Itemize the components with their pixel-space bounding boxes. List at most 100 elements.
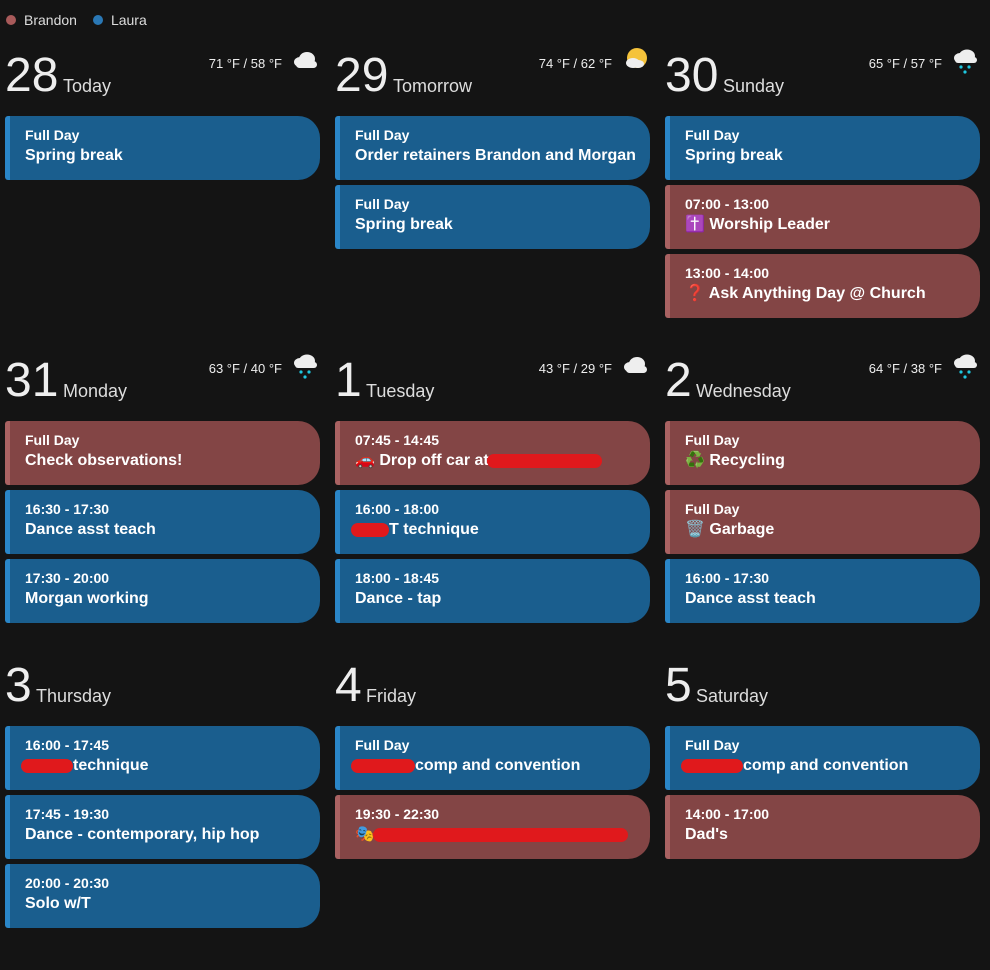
redaction-mark bbox=[21, 758, 73, 773]
event-title: ✝️ Worship Leader bbox=[685, 216, 830, 233]
temperature: 63 °F / 40 °F bbox=[208, 361, 282, 376]
event-title-row: Dance asst teach bbox=[25, 518, 320, 542]
event-laura[interactable]: Full Day Spring break bbox=[5, 116, 320, 180]
event-laura[interactable]: Full Day Spring break bbox=[665, 116, 980, 180]
event-title-row: Dad's bbox=[685, 823, 980, 847]
event-title: Order retainers Brandon and Morgan bbox=[355, 147, 636, 164]
temperature: 64 °F / 38 °F bbox=[868, 361, 942, 376]
event-laura[interactable]: 16:00 - 18:00 T technique bbox=[335, 490, 650, 554]
event-title-row: Check observations! bbox=[25, 449, 320, 473]
event-title-row: Dance - tap bbox=[355, 587, 650, 611]
event-title: 🚗 Drop off car at bbox=[355, 452, 489, 469]
event-title: technique bbox=[73, 757, 149, 774]
rain-icon bbox=[950, 351, 980, 381]
event-title-row: ❓ Ask Anything Day @ Church bbox=[685, 282, 980, 306]
event-time: 20:00 - 20:30 bbox=[25, 875, 110, 891]
event-time: Full Day bbox=[355, 127, 410, 143]
legend-item-laura[interactable]: Laura bbox=[92, 12, 147, 28]
event-laura[interactable]: 17:45 - 19:30 Dance - contemporary, hip … bbox=[5, 795, 320, 859]
event-title-row: Order retainers Brandon and Morgan bbox=[355, 144, 650, 168]
event-title: Morgan working bbox=[25, 590, 149, 607]
legend-item-brandon[interactable]: Brandon bbox=[6, 12, 77, 28]
event-title-row: 🗑️ Garbage bbox=[685, 518, 980, 542]
event-laura[interactable]: Full Day Order retainers Brandon and Mor… bbox=[335, 116, 650, 180]
partly-sunny-icon bbox=[620, 46, 650, 76]
event-laura[interactable]: 17:30 - 20:00 Morgan working bbox=[5, 559, 320, 623]
day-number: 31 bbox=[5, 354, 59, 407]
legend-label: Brandon bbox=[24, 12, 77, 28]
day-column: 31 Monday 63 °F / 40 °F Full Day Check ob… bbox=[5, 354, 320, 628]
event-title: comp and convention bbox=[743, 757, 909, 774]
event-title: comp and convention bbox=[415, 757, 581, 774]
event-laura[interactable]: 16:30 - 17:30 Dance asst teach bbox=[5, 490, 320, 554]
event-title-row: comp and convention bbox=[681, 754, 980, 778]
event-laura[interactable]: Full Day comp and convention bbox=[335, 726, 650, 790]
day-number: 29 bbox=[335, 49, 389, 102]
event-title: Check observations! bbox=[25, 452, 183, 469]
event-brandon[interactable]: Full Day Check observations! bbox=[5, 421, 320, 485]
event-title-row: Spring break bbox=[25, 144, 320, 168]
event-title-row: ♻️ Recycling bbox=[685, 449, 980, 473]
day-column: 1 Tuesday 43 °F / 29 °F 07:45 - 14:45 🚗 D… bbox=[335, 355, 650, 628]
event-title: 🎭 bbox=[355, 826, 375, 843]
day-header: 1 Tuesday 43 °F / 29 °F bbox=[335, 355, 650, 421]
event-brandon[interactable]: 19:30 - 22:30 🎭 bbox=[335, 795, 650, 859]
temperature: 71 °F / 58 °F bbox=[208, 56, 282, 71]
event-time: 18:00 - 18:45 bbox=[355, 570, 440, 586]
day-number: 3 bbox=[5, 659, 32, 712]
event-title-row: comp and convention bbox=[351, 754, 650, 778]
rain-icon bbox=[950, 46, 980, 76]
event-time: 07:00 - 13:00 bbox=[685, 196, 770, 212]
event-title: Dance - contemporary, hip hop bbox=[25, 826, 260, 843]
event-laura[interactable]: 18:00 - 18:45 Dance - tap bbox=[335, 559, 650, 623]
day-header: 3 Thursday bbox=[5, 660, 320, 726]
event-title: Spring break bbox=[355, 216, 453, 233]
event-title-row: Spring break bbox=[685, 144, 980, 168]
day-label: Thursday bbox=[36, 686, 112, 706]
day-label: Today bbox=[63, 76, 112, 96]
day-number: 1 bbox=[335, 354, 362, 407]
event-time: 19:30 - 22:30 bbox=[355, 806, 440, 822]
day-header: 2 Wednesday 64 °F / 38 °F bbox=[665, 354, 980, 421]
day-column: 4 Friday Full Day comp and convention 19… bbox=[335, 660, 650, 864]
event-title-row: ✝️ Worship Leader bbox=[685, 213, 980, 237]
day-column: 30 Sunday 65 °F / 57 °F Full Day Spring b… bbox=[665, 49, 980, 323]
event-laura[interactable]: 16:00 - 17:30 Dance asst teach bbox=[665, 559, 980, 623]
cloudy-icon bbox=[290, 46, 320, 76]
event-laura[interactable]: 20:00 - 20:30 Solo w/T bbox=[5, 864, 320, 928]
day-header: 29 Tomorrow 74 °F / 62 °F bbox=[335, 48, 650, 116]
event-brandon[interactable]: Full Day ♻️ Recycling bbox=[665, 421, 980, 485]
event-title: Spring break bbox=[685, 147, 783, 164]
day-header: 4 Friday bbox=[335, 660, 650, 726]
event-title-row: 🎭 bbox=[355, 823, 650, 847]
event-brandon[interactable]: 13:00 - 14:00 ❓ Ask Anything Day @ Churc… bbox=[665, 254, 980, 318]
temperature: 65 °F / 57 °F bbox=[868, 56, 942, 71]
event-brandon[interactable]: 07:00 - 13:00 ✝️ Worship Leader bbox=[665, 185, 980, 249]
day-label: Wednesday bbox=[696, 381, 791, 401]
day-header: 31 Monday 63 °F / 40 °F bbox=[5, 354, 320, 421]
day-column: 29 Tomorrow 74 °F / 62 °F Full Day Order … bbox=[335, 48, 650, 254]
day-label: Monday bbox=[63, 381, 128, 401]
day-label: Saturday bbox=[696, 686, 769, 706]
event-time: 17:30 - 20:00 bbox=[25, 570, 110, 586]
redaction-mark bbox=[351, 758, 415, 773]
event-title: Dance asst teach bbox=[685, 590, 816, 607]
event-time: Full Day bbox=[355, 196, 410, 212]
laura-color-dot bbox=[92, 15, 103, 25]
event-title: Spring break bbox=[25, 147, 123, 164]
event-title-row: T technique bbox=[351, 518, 650, 542]
day-column: 5 Saturday Full Day comp and convention … bbox=[665, 660, 980, 864]
event-time: Full Day bbox=[685, 432, 740, 448]
event-laura[interactable]: 16:00 - 17:45 technique bbox=[5, 726, 320, 790]
day-number: 2 bbox=[665, 354, 692, 407]
event-laura[interactable]: Full Day comp and convention bbox=[665, 726, 980, 790]
event-brandon[interactable]: 14:00 - 17:00 Dad's bbox=[665, 795, 980, 859]
event-laura[interactable]: Full Day Spring break bbox=[335, 185, 650, 249]
redaction-mark bbox=[486, 453, 602, 468]
event-time: 14:00 - 17:00 bbox=[685, 806, 770, 822]
day-label: Tuesday bbox=[366, 381, 435, 401]
event-brandon[interactable]: Full Day 🗑️ Garbage bbox=[665, 490, 980, 554]
event-time: 07:45 - 14:45 bbox=[355, 432, 440, 448]
event-brandon[interactable]: 07:45 - 14:45 🚗 Drop off car at bbox=[335, 421, 650, 485]
brandon-color-dot bbox=[6, 15, 16, 25]
